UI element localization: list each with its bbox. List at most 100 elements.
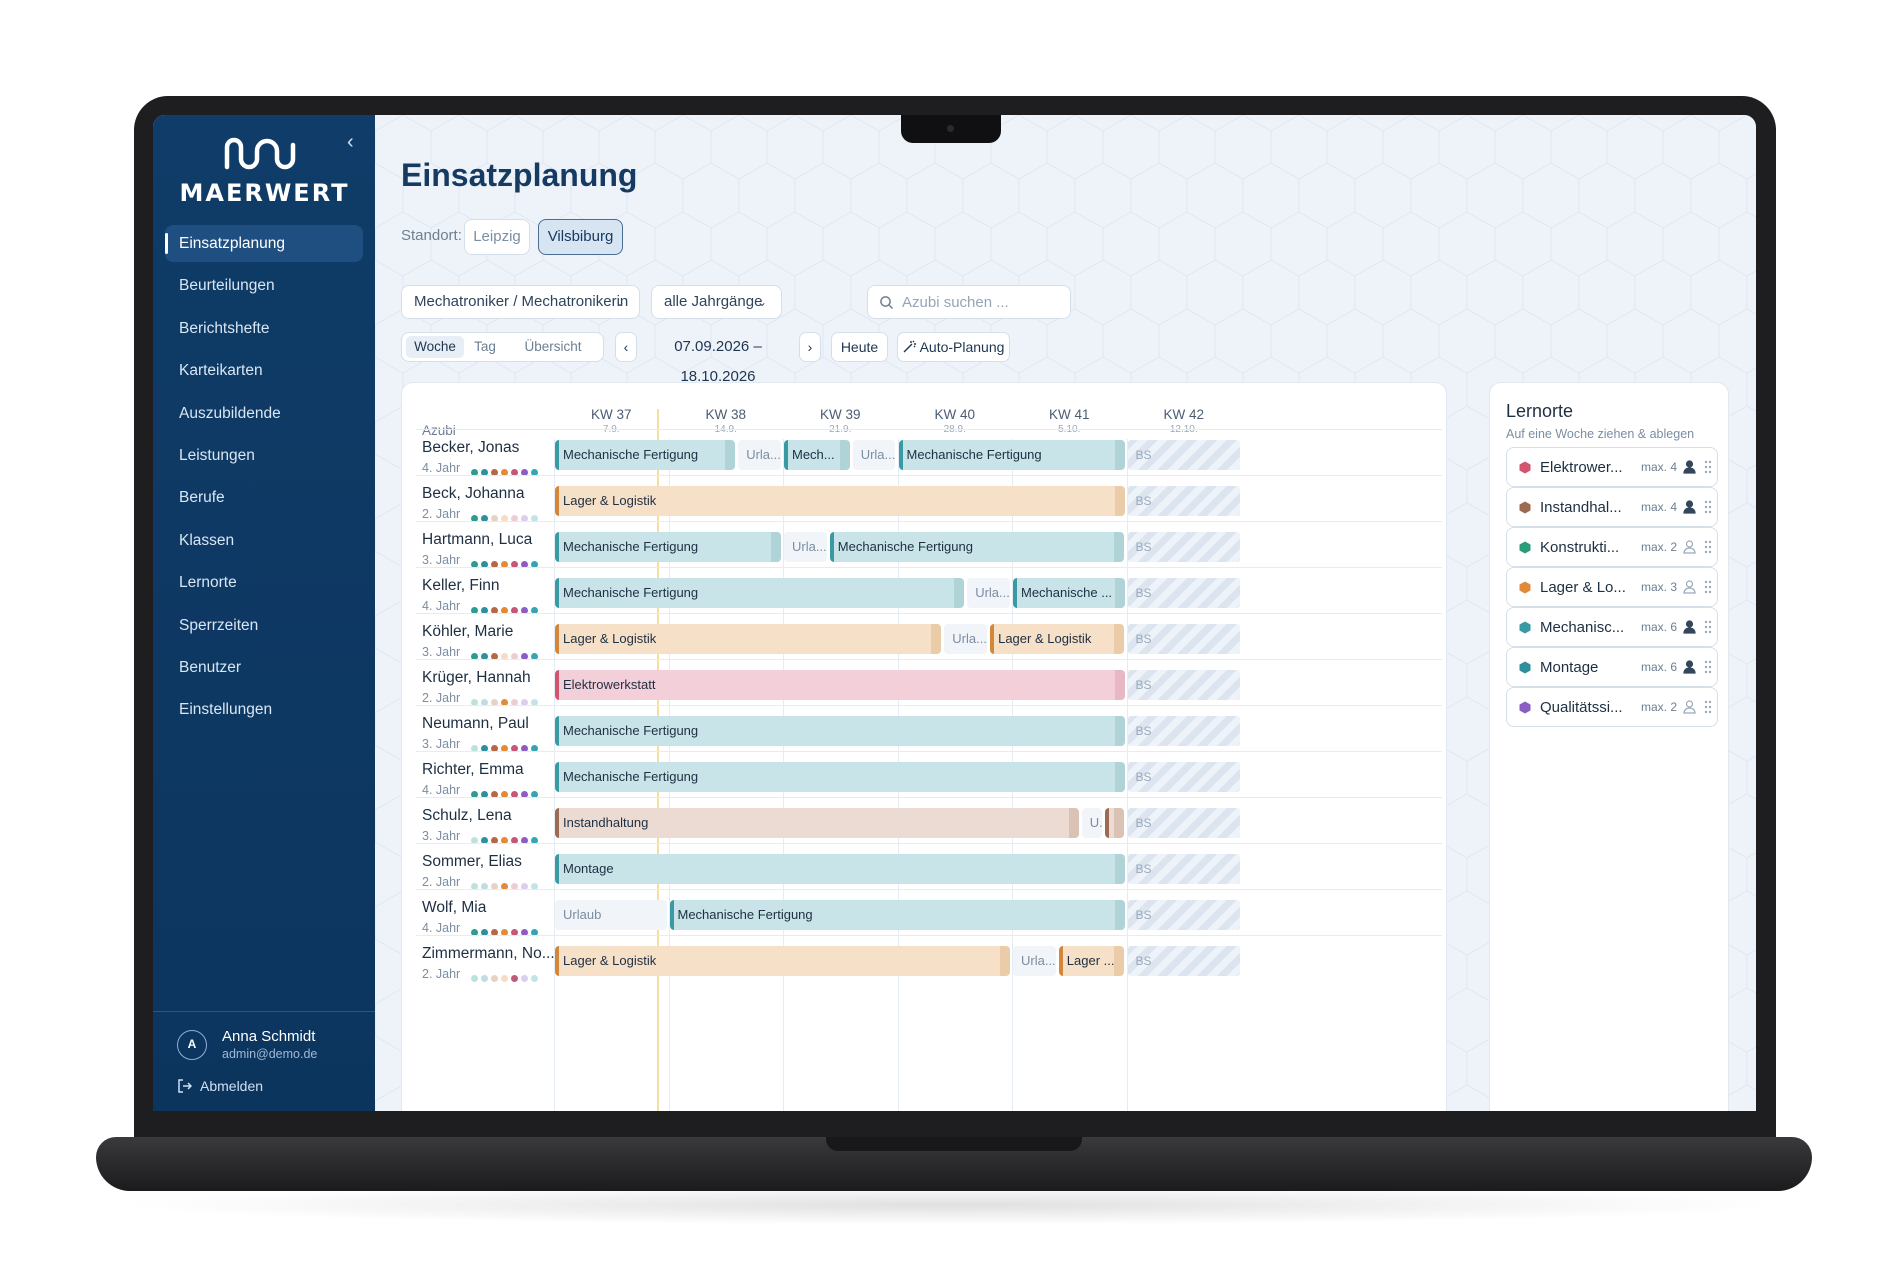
progress-dot <box>501 791 508 798</box>
azubi-name[interactable]: Hartmann, Luca <box>422 531 533 548</box>
drag-handle-icon[interactable] <box>1704 620 1712 634</box>
assignment-bar[interactable]: Urla... <box>852 440 896 470</box>
sidebar-item-auszubildende[interactable]: Auszubildende <box>179 404 281 422</box>
assignment-bar[interactable] <box>1104 808 1125 838</box>
sidebar-item-karteikarten[interactable]: Karteikarten <box>179 362 263 380</box>
azubi-name[interactable]: Sommer, Elias <box>422 853 522 870</box>
sidebar-item-beurteilungen[interactable]: Beurteilungen <box>179 277 275 295</box>
assignment-bar[interactable]: Instandhaltung <box>555 808 1079 838</box>
progress-dot <box>521 469 528 476</box>
standort-leipzig-button[interactable]: Leipzig <box>464 219 530 255</box>
assignment-bar[interactable]: Lager ... <box>1058 946 1125 976</box>
lernort-item[interactable]: Lager & Lo... max. 3 <box>1506 567 1718 607</box>
view-overview-tab[interactable]: Übersicht <box>524 339 582 354</box>
search-input[interactable] <box>902 292 1062 312</box>
assignment-bar[interactable]: Urla... <box>738 440 781 470</box>
auto-planung-button[interactable]: Auto-Planung <box>897 332 1010 362</box>
lernort-item[interactable]: Mechanisc... max. 6 <box>1506 607 1718 647</box>
assignment-bar[interactable]: Mechanische Fertigung <box>555 578 965 608</box>
lernort-item[interactable]: Konstrukti... max. 2 <box>1506 527 1718 567</box>
azubi-name[interactable]: Neumann, Paul <box>422 715 529 732</box>
azubi-name[interactable]: Krüger, Hannah <box>422 669 531 686</box>
lernort-item[interactable]: Elektrower... max. 4 <box>1506 447 1718 487</box>
sidebar-item-berichtshefte[interactable]: Berichtshefte <box>179 319 270 337</box>
drag-handle-icon[interactable] <box>1704 660 1712 674</box>
prev-button[interactable]: ‹ <box>615 332 637 362</box>
assignment-bar[interactable]: Mechanische Fertigung <box>829 532 1125 562</box>
sidebar-item-benutzer[interactable]: Benutzer <box>179 658 242 676</box>
next-button[interactable]: › <box>799 332 821 362</box>
drag-handle-icon[interactable] <box>1704 460 1712 474</box>
logout-button[interactable]: Abmelden <box>177 1078 263 1094</box>
progress-dot <box>471 745 478 752</box>
progress-dot <box>501 561 508 568</box>
assignment-bar[interactable]: Mechanische Fertigung <box>555 440 736 470</box>
progress-dot <box>521 699 528 706</box>
azubi-name[interactable]: Richter, Emma <box>422 761 524 778</box>
sidebar-item-lernorte[interactable]: Lernorte <box>179 574 237 592</box>
progress-dot <box>511 837 518 844</box>
assignment-bar[interactable]: Mechanische ... <box>1013 578 1125 608</box>
assignment-bar[interactable]: Mechanische Fertigung <box>669 900 1125 930</box>
azubi-name[interactable]: Zimmermann, No... <box>422 945 555 962</box>
drag-handle-icon[interactable] <box>1704 540 1712 554</box>
drag-handle-icon[interactable] <box>1704 500 1712 514</box>
collapse-sidebar-icon[interactable]: ‹ <box>347 131 354 153</box>
sidebar-item-einstellungen[interactable]: Einstellungen <box>179 701 273 719</box>
screen: MAERWERT ‹ Einsatzplanung Beurteilungen Be… <box>153 115 1756 1111</box>
azubi-name[interactable]: Beck, Johanna <box>422 485 525 502</box>
azubi-name[interactable]: Keller, Finn <box>422 577 500 594</box>
today-button[interactable]: Heute <box>831 332 888 362</box>
lernort-item[interactable]: Montage max. 6 <box>1506 647 1718 687</box>
lernort-name: Montage <box>1540 659 1599 676</box>
assignment-bar[interactable]: Lager & Logistik <box>555 624 942 654</box>
lernorte-panel: Lernorte Auf eine Woche ziehen & ablegen… <box>1489 382 1729 1111</box>
progress-dot <box>491 975 498 982</box>
progress-dot <box>511 929 518 936</box>
assignment-bar[interactable]: Mechanische Fertigung <box>555 532 781 562</box>
assignment-bar[interactable]: Mech... <box>784 440 850 470</box>
assignment-bar[interactable]: Urla... <box>967 578 1010 608</box>
magic-wand-icon <box>903 340 916 353</box>
progress-dot <box>481 607 488 614</box>
lernort-item[interactable]: Qualitätssi... max. 2 <box>1506 687 1718 727</box>
assignment-bar[interactable]: Urla... <box>784 532 827 562</box>
assignment-bar[interactable]: Montage <box>555 854 1125 884</box>
azubi-name[interactable]: Köhler, Marie <box>422 623 514 640</box>
assignment-bar[interactable]: Urla... <box>1013 946 1056 976</box>
drag-handle-icon[interactable] <box>1704 580 1712 594</box>
assignment-bar[interactable]: Elektrowerkstatt <box>555 670 1125 700</box>
assignment-bar[interactable]: Mechanische Fertigung <box>555 716 1125 746</box>
jahrgang-select[interactable]: alle Jahrgänge ⌄ <box>651 285 782 319</box>
assignment-bar[interactable]: Lager & Logistik <box>555 946 1010 976</box>
week-number: KW 40 <box>934 407 975 422</box>
azubi-year: 3. Jahr <box>422 737 461 751</box>
azubi-name[interactable]: Wolf, Mia <box>422 899 487 916</box>
progress-dot <box>511 699 518 706</box>
azubi-year: 4. Jahr <box>422 783 461 797</box>
assignment-bar[interactable]: Mechanische Fertigung <box>555 762 1125 792</box>
sidebar-item-leistungen[interactable]: Leistungen <box>179 446 255 464</box>
lernorte-title: Lernorte <box>1506 401 1574 421</box>
drag-handle-icon[interactable] <box>1704 700 1712 714</box>
assignment-bar[interactable]: Lager & Logistik <box>990 624 1125 654</box>
sidebar-item-berufe[interactable]: Berufe <box>179 489 225 507</box>
assignment-bar[interactable]: U... <box>1081 808 1102 838</box>
azubi-name[interactable]: Schulz, Lena <box>422 807 512 824</box>
azubi-year: 3. Jahr <box>422 553 461 567</box>
view-week-tab[interactable]: Woche <box>406 336 464 358</box>
standort-vilsbiburg-button[interactable]: Vilsbiburg <box>538 219 623 255</box>
week-number: KW 42 <box>1163 407 1204 422</box>
assignment-bar[interactable]: Mechanische Fertigung <box>898 440 1125 470</box>
sidebar-item-klassen[interactable]: Klassen <box>179 531 235 549</box>
beruf-select[interactable]: Mechatroniker / Mechatronikerin ⌄ <box>401 285 640 319</box>
azubi-name[interactable]: Becker, Jonas <box>422 439 520 456</box>
assignment-bar[interactable]: Urlaub <box>555 900 667 930</box>
sidebar-item-einsatzplanung[interactable]: Einsatzplanung <box>165 225 363 262</box>
assignment-bar[interactable]: Urla... <box>944 624 988 654</box>
assignment-bar[interactable]: Lager & Logistik <box>555 486 1125 516</box>
sidebar-item-sperrzeiten[interactable]: Sperrzeiten <box>179 616 259 634</box>
view-day-tab[interactable]: Tag <box>474 339 496 354</box>
progress-dots <box>471 923 541 936</box>
lernort-item[interactable]: Instandhal... max. 4 <box>1506 487 1718 527</box>
